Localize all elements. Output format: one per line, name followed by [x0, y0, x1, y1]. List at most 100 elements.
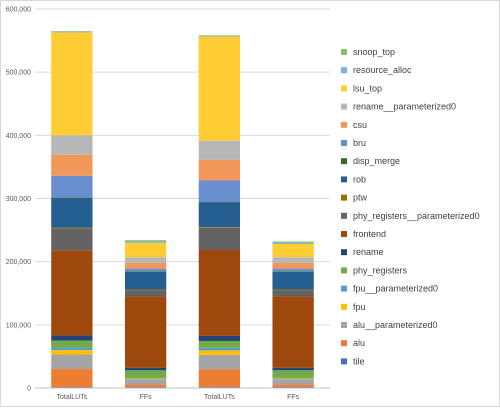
- bar-segment-bru: [51, 175, 93, 198]
- legend-swatch-tile: [341, 358, 347, 365]
- y-tick-label: 100,000: [6, 322, 31, 329]
- bar-segment-rob: [198, 202, 241, 228]
- y-tick-label: 600,000: [6, 7, 31, 14]
- bar-segment-rename: [124, 367, 167, 371]
- bar-segment-rob: [124, 271, 167, 290]
- legend-swatch-frontend: [341, 231, 347, 237]
- bar-segment-ptw: [51, 227, 93, 229]
- bars: [51, 31, 314, 388]
- legend-swatch-phy_registers: [341, 267, 347, 274]
- legend-swatch-ptw: [341, 194, 347, 201]
- x-tick-label: TotalLUTs: [57, 394, 88, 401]
- legend-label: fpu__parameterized0: [353, 284, 438, 294]
- legend-swatch-rename: [341, 249, 347, 256]
- bar-segment-rename__parameterized0: [124, 257, 167, 263]
- bar-segment-lsu_top: [51, 32, 93, 136]
- bar-segment-fpu__parameterized0: [198, 347, 241, 351]
- bar-segment-phy_registers__parameterized0: [124, 290, 167, 297]
- bar-segment-fpu: [272, 378, 314, 380]
- bar-segment-rename: [272, 367, 314, 371]
- legend-swatch-alu: [341, 340, 347, 347]
- legend-label: csu: [353, 120, 367, 130]
- y-tick-label: 300,000: [6, 196, 31, 203]
- bar-segment-ptw: [198, 227, 241, 228]
- bar-segment-fpu__parameterized0: [51, 347, 93, 351]
- legend-swatch-csu: [341, 121, 347, 128]
- bar-segment-csu: [51, 154, 93, 176]
- x-tick-label: FFs: [140, 394, 153, 401]
- bar-segment-alu__parameterized0: [124, 379, 167, 385]
- legend: snoop_top resource_alloc lsu_top rename__pa…: [341, 47, 480, 366]
- bar-segment-tile: [272, 386, 314, 388]
- legend-swatch-lsu_top: [341, 85, 347, 92]
- bar-segment-bru: [272, 268, 314, 272]
- bar-segment-ptw: [124, 289, 167, 291]
- bar-segment-csu: [124, 262, 167, 269]
- bar-segment-fpu__parameterized0: [272, 377, 314, 379]
- bar-segment-csu: [198, 159, 241, 181]
- bar-segment-fpu: [124, 378, 167, 380]
- bar-segment-fpu: [198, 350, 241, 355]
- legend-label: fpu: [353, 302, 366, 312]
- bar-segment-lsu_top: [198, 36, 241, 141]
- bar-segment-alu__parameterized0: [51, 354, 93, 370]
- bar-segment-snoop_top: [124, 240, 167, 242]
- bar-segment-bru: [198, 180, 241, 202]
- legend-swatch-fpu: [341, 303, 347, 310]
- bar-segment-snoop_top: [51, 31, 93, 32]
- bar-segment-disp_merge: [124, 271, 167, 272]
- x-axis: TotalLUTs FFs TotalLUTs FFs: [35, 387, 330, 401]
- bar-segment-rob: [272, 271, 314, 290]
- bar-segment-bru: [124, 268, 167, 272]
- bar-segment-rename__parameterized0: [51, 135, 93, 155]
- legend-label: resource_alloc: [353, 65, 412, 75]
- legend-swatch-resource_alloc: [341, 67, 347, 74]
- bar-segment-alu: [198, 369, 241, 388]
- bar-segment-alu: [51, 369, 93, 388]
- bar-segment-lsu_top: [272, 243, 314, 258]
- legend-label: disp_merge: [353, 156, 400, 166]
- legend-label: phy_registers__parameterized0: [353, 211, 480, 221]
- bar-segment-phy_registers__parameterized0: [198, 227, 241, 250]
- y-axis: 0 100,000 200,000 300,000 400,000 500,000 600,…: [6, 7, 31, 393]
- legend-label: lsu_top: [353, 83, 382, 93]
- bar-segment-resource_alloc: [51, 31, 93, 33]
- legend-swatch-phy_registers__parameterized0: [341, 212, 347, 219]
- bar-segment-fpu__parameterized0: [124, 377, 167, 379]
- bar-segment-rob: [51, 197, 93, 228]
- bar-segment-rename: [51, 335, 93, 341]
- bar-segment-rename__parameterized0: [272, 257, 314, 263]
- bar-segment-tile: [124, 386, 167, 388]
- legend-swatch-alu__parameterized0: [341, 322, 347, 328]
- bar-segment-snoop_top: [198, 35, 241, 36]
- bar-segment-phy_registers: [272, 370, 314, 378]
- bar-segment-rename: [198, 335, 241, 341]
- legend-label: frontend: [353, 229, 386, 239]
- legend-swatch-bru: [341, 140, 347, 146]
- legend-label: alu__parameterized0: [353, 320, 438, 330]
- bar-segment-phy_registers__parameterized0: [51, 228, 93, 251]
- bar-segment-csu: [272, 262, 314, 269]
- bar-segment-rename__parameterized0: [198, 140, 241, 160]
- x-tick-label: FFs: [287, 394, 300, 401]
- bar-segment-frontend: [51, 250, 93, 336]
- bar-segment-disp_merge: [272, 271, 314, 272]
- bar-segment-frontend: [124, 296, 167, 368]
- bar-segment-alu__parameterized0: [198, 354, 241, 370]
- legend-label: snoop_top: [353, 47, 395, 57]
- bar-segment-fpu: [51, 350, 93, 355]
- legend-swatch-snoop_top: [341, 49, 347, 55]
- bar-segment-phy_registers__parameterized0: [272, 290, 314, 297]
- y-tick-label: 200,000: [6, 259, 31, 266]
- legend-swatch-rob: [341, 176, 347, 183]
- bar-segment-disp_merge: [51, 197, 93, 198]
- legend-label: rename__parameterized0: [353, 102, 456, 112]
- legend-swatch-fpu__parameterized0: [341, 285, 347, 292]
- y-tick-label: 0: [27, 386, 31, 393]
- y-tick-label: 400,000: [6, 133, 31, 140]
- bar-segment-frontend: [198, 249, 241, 336]
- bar-segment-resource_alloc: [198, 35, 241, 37]
- bar-segment-phy_registers: [198, 340, 241, 348]
